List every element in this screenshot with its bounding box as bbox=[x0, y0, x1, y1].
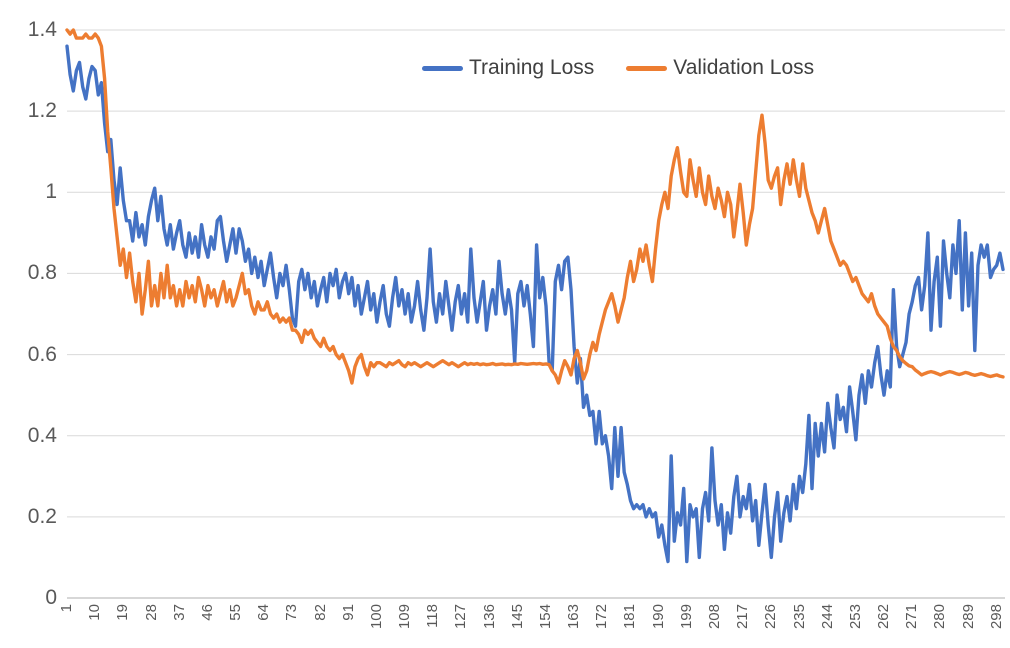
x-axis-tick-label: 226 bbox=[762, 604, 780, 630]
x-axis-tick-label: 19 bbox=[114, 604, 132, 621]
x-axis-tick-label: 280 bbox=[931, 604, 949, 630]
legend-item-training-loss: Training Loss bbox=[422, 56, 594, 80]
x-axis-tick-label: 289 bbox=[959, 604, 977, 630]
x-axis-tick-label: 82 bbox=[311, 604, 329, 621]
x-axis-tick-label: 28 bbox=[142, 604, 160, 621]
validation-loss-swatch bbox=[626, 65, 668, 71]
legend-item-validation-loss: Validation Loss bbox=[626, 56, 814, 80]
x-axis-tick-label: 253 bbox=[846, 604, 864, 630]
x-axis-tick-label: 64 bbox=[255, 604, 273, 621]
x-axis-tick-label: 73 bbox=[283, 604, 301, 621]
x-axis-tick-label: 298 bbox=[987, 604, 1005, 630]
y-axis-tick-label: 0.4 bbox=[27, 423, 57, 447]
y-axis-tick-label: 1.4 bbox=[27, 18, 57, 41]
legend-label-validation-loss: Validation Loss bbox=[673, 56, 815, 79]
x-axis-tick-label: 154 bbox=[536, 604, 554, 630]
x-axis-tick-label: 244 bbox=[818, 604, 836, 630]
x-axis-tick-label: 136 bbox=[480, 604, 498, 630]
legend-label-training-loss: Training Loss bbox=[469, 56, 595, 79]
x-axis-tick-label: 46 bbox=[198, 604, 216, 621]
x-axis-tick-label: 145 bbox=[508, 604, 526, 630]
chart-legend: Training Loss Validation Loss bbox=[422, 56, 814, 80]
x-axis-tick-label: 235 bbox=[790, 604, 808, 630]
x-axis-tick-label: 91 bbox=[339, 604, 357, 621]
x-axis-tick-label: 172 bbox=[593, 604, 611, 630]
x-axis-tick-label: 163 bbox=[565, 604, 583, 630]
y-axis-tick-label: 0 bbox=[45, 586, 57, 609]
y-axis-tick-label: 1.2 bbox=[27, 99, 57, 123]
x-axis-tick-label: 118 bbox=[424, 604, 442, 628]
x-axis-tick-label: 37 bbox=[170, 604, 188, 621]
x-axis-tick-label: 190 bbox=[649, 604, 667, 630]
y-axis-tick-label: 0.2 bbox=[27, 504, 57, 528]
x-axis-tick-label: 271 bbox=[903, 604, 921, 630]
training-loss-swatch bbox=[422, 65, 463, 71]
x-axis-tick-label: 109 bbox=[396, 604, 414, 630]
x-axis-tick-label: 127 bbox=[452, 604, 470, 630]
x-axis-tick-label: 10 bbox=[86, 604, 104, 621]
training-loss-line bbox=[65, 44, 1005, 564]
y-axis-tick-label: 0.6 bbox=[27, 342, 57, 366]
x-axis-tick-label: 262 bbox=[875, 604, 893, 630]
x-axis-tick-label: 217 bbox=[734, 604, 752, 630]
x-axis-tick-label: 181 bbox=[621, 604, 639, 630]
y-axis-tick-label: 1 bbox=[45, 180, 57, 204]
y-axis-tick-label: 0.8 bbox=[27, 261, 57, 285]
x-axis-tick-label: 1 bbox=[58, 604, 75, 613]
x-axis-tick-label: 199 bbox=[677, 604, 695, 630]
x-axis-tick-label: 208 bbox=[706, 604, 723, 630]
x-axis-tick-label: 55 bbox=[227, 604, 245, 621]
validation-loss-line bbox=[65, 28, 1005, 385]
x-axis-tick-label: 100 bbox=[367, 604, 385, 630]
